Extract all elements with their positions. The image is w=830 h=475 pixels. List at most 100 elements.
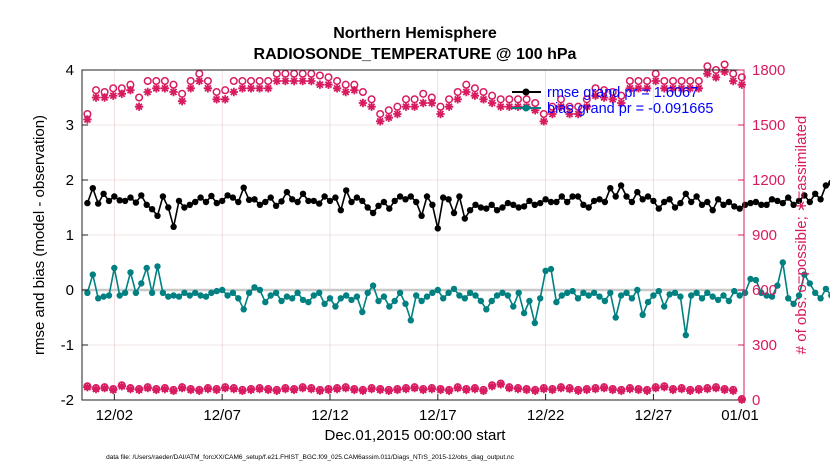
assimilated-marker	[444, 102, 454, 111]
assimilated_low-marker	[109, 385, 118, 395]
bias-point	[774, 282, 781, 289]
rmse-point	[650, 197, 657, 205]
y-tick-label-left: -1	[61, 337, 74, 354]
bias-point	[208, 289, 215, 296]
rmse-point	[510, 201, 517, 208]
rmse-point	[165, 204, 172, 211]
rmse-point	[343, 187, 350, 194]
rmse-point	[326, 197, 334, 205]
chart-title-line2: RADIOSONDE_TEMPERATURE @ 100 hPa	[254, 46, 577, 63]
assimilated-marker	[109, 91, 118, 100]
rmse-point	[644, 193, 652, 200]
assimilated-marker	[513, 102, 523, 111]
rmse-point	[386, 205, 393, 212]
assimilated-marker	[143, 87, 152, 97]
bias-point	[127, 269, 134, 276]
rmse-point	[790, 201, 797, 208]
rmse-point	[332, 194, 339, 201]
bias-point	[801, 271, 808, 278]
rmse-point	[375, 202, 382, 209]
bias-point	[731, 287, 738, 295]
rmse-point	[671, 204, 679, 211]
rmse-point	[154, 212, 161, 219]
assimilated-marker	[539, 117, 548, 126]
rmse-point	[95, 200, 102, 207]
bias-point	[364, 289, 371, 296]
assimilated_low-marker	[100, 383, 109, 393]
assimilated-marker	[255, 84, 264, 93]
assimilated_low-marker	[634, 385, 643, 395]
bias-point	[574, 295, 582, 302]
bias-point	[682, 331, 689, 339]
possible-marker	[143, 76, 152, 86]
bias-point	[148, 289, 156, 296]
bias-point	[612, 314, 619, 321]
x-tick-label: 12/07	[203, 407, 241, 424]
rmse-point	[132, 199, 140, 206]
rmse-point	[337, 207, 344, 214]
bias-point	[229, 289, 237, 296]
rmse-point	[795, 197, 803, 205]
rmse-point	[580, 201, 587, 208]
bias-point	[747, 275, 754, 283]
rmse-point	[531, 201, 538, 208]
bias-point	[348, 296, 355, 304]
assimilated_low-marker	[565, 384, 574, 394]
bias-point	[299, 296, 307, 304]
assimilated-marker	[186, 84, 195, 93]
rmse-point	[413, 198, 420, 206]
rmse-point	[369, 209, 377, 217]
bias-point	[655, 287, 662, 295]
rmse-point	[175, 197, 183, 205]
assimilated_low-marker	[591, 384, 600, 394]
rmse-point	[693, 193, 700, 200]
bias-point	[493, 292, 501, 299]
assimilated-marker	[307, 76, 316, 86]
assimilated-marker	[531, 106, 540, 115]
assimilated_low-marker	[720, 385, 729, 395]
series-layer	[83, 60, 830, 404]
assimilated-marker	[729, 76, 738, 86]
bias-point	[181, 289, 188, 296]
bias-point	[262, 298, 269, 306]
rmse-point	[472, 201, 479, 208]
assimilated-marker	[556, 102, 566, 111]
rmse-point	[731, 203, 738, 210]
rmse-point	[515, 204, 522, 211]
rmse-point	[520, 203, 528, 210]
rmse-point	[763, 201, 770, 208]
assimilated_low-marker	[126, 384, 135, 394]
rmse-point	[698, 201, 706, 208]
legend: rmse grand pr = 1.6067 bias grand pr = -…	[512, 85, 713, 117]
rmse-point	[785, 194, 792, 201]
bias-point	[763, 292, 770, 299]
assimilated_low-marker	[393, 385, 402, 395]
bias-point	[240, 306, 247, 313]
rmse-point	[272, 202, 280, 209]
bias-point	[758, 289, 765, 296]
bias-point	[628, 295, 636, 302]
rmse-point	[634, 188, 641, 196]
rmse-point	[138, 192, 145, 199]
rmse-point	[197, 194, 204, 201]
assimilated_low-marker	[350, 385, 359, 395]
rmse-point	[202, 198, 210, 206]
bias-point	[429, 289, 436, 296]
x-tick-label: 12/12	[311, 407, 349, 424]
rmse-point	[391, 197, 398, 205]
rmse-point	[801, 192, 808, 199]
y-tick-label-right: 600	[752, 282, 777, 299]
possible-marker	[229, 76, 238, 86]
assimilated-marker	[496, 102, 505, 111]
footnote: data file: /Users/raeder/DAI/ATM_forcXX/…	[106, 454, 515, 461]
rmse-point	[720, 201, 727, 208]
bias-point	[607, 289, 614, 296]
assimilated-marker	[246, 84, 256, 93]
bias-point	[272, 289, 280, 296]
rmse-point	[434, 225, 441, 232]
bias-point	[526, 297, 533, 305]
bias-point	[321, 300, 328, 307]
assimilated-marker	[324, 80, 333, 89]
bias-point	[213, 287, 220, 295]
assimilated-marker	[436, 109, 445, 119]
